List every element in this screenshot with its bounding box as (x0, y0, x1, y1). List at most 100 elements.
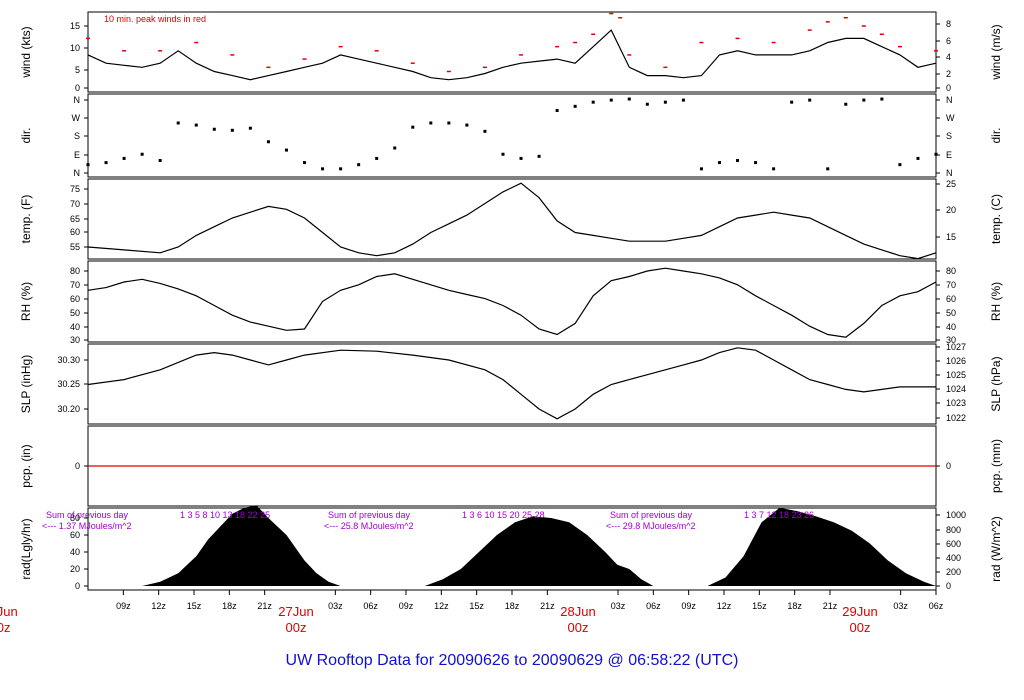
wind-series-line (629, 37, 937, 79)
dir-point (826, 167, 830, 171)
rad-area (424, 516, 654, 586)
wind-right-tick-label: 6 (946, 36, 951, 46)
rad-annotation-total: <--- 1.37 MJoules/m^2 (42, 521, 132, 531)
dir-left-tick-label: N (74, 168, 81, 178)
slp-left-tick-label: 30.30 (57, 355, 80, 365)
x-tick-label: 21z (540, 601, 555, 611)
dir-point (609, 98, 613, 102)
dir-point (717, 161, 721, 165)
dir-point (447, 121, 451, 125)
dir-left-tick-label: E (74, 150, 80, 160)
dir-point (627, 97, 631, 101)
dir-right-tick-label: E (946, 150, 952, 160)
temp-left-tick-label: 70 (70, 199, 80, 209)
dir-point (844, 102, 848, 106)
x-tick-label: 03z (611, 601, 626, 611)
wind-right-tick-label: 4 (946, 52, 951, 62)
dir-point (266, 140, 270, 144)
dir-point (357, 163, 361, 167)
rad-annotation-title: Sum of previous day (610, 510, 693, 520)
wind-series-line (304, 29, 630, 81)
rad-annotation-total: <--- 25.8 MJoules/m^2 (324, 521, 414, 531)
slp-ylabel: SLP (inHg) (19, 355, 33, 413)
pcp-ylabel: pcp. (in) (19, 444, 33, 487)
dir-point (916, 156, 920, 160)
rad-left-tick-label: 40 (70, 547, 80, 557)
x-tick-label: 18z (787, 601, 802, 611)
dir-point (754, 161, 758, 165)
dir-panel-frame (87, 93, 937, 178)
page-title: UW Rooftop Data for 20090626 to 20090629… (285, 652, 739, 669)
dir-left-tick-label: S (74, 131, 80, 141)
rad-right-tick-label: 0 (946, 581, 951, 591)
dir-point (321, 167, 325, 171)
rad-annotation-total: <--- 29.8 MJoules/m^2 (606, 521, 696, 531)
dir-point (537, 154, 541, 158)
dir-right-tick-label: S (946, 131, 952, 141)
dir-point (104, 161, 108, 165)
x-tick-label: 06z (646, 601, 661, 611)
rh-right-tick-label: 60 (946, 294, 956, 304)
temp-left-tick-label: 55 (70, 242, 80, 252)
dir-point (303, 161, 307, 165)
x-tick-label: 09z (116, 601, 131, 611)
wind-left-tick-label: 0 (75, 83, 80, 93)
wind-peak-note: 10 min. peak winds in red (104, 14, 206, 24)
rad-area (142, 505, 341, 586)
x-tick-label: 12z (434, 601, 449, 611)
rad-right-tick-label: 400 (946, 553, 961, 563)
pcp-left-tick-label: 0 (75, 461, 80, 471)
dir-right-tick-label: N (946, 95, 953, 105)
dir-point (339, 167, 343, 171)
dir-point (284, 148, 288, 152)
x-tick-label: 03z (893, 601, 908, 611)
dir-point (501, 152, 505, 156)
rad-left-tick-label: 20 (70, 564, 80, 574)
slp-right-tick-label: 1026 (946, 356, 966, 366)
rad-ylabel-right: rad (W/m^2) (989, 516, 1003, 582)
dir-point (736, 159, 740, 162)
x-tick-label: 21z (823, 601, 838, 611)
wind-series-line (87, 50, 305, 81)
slp-right-tick-label: 1022 (946, 413, 966, 423)
slp-right-tick-label: 1023 (946, 398, 966, 408)
rh-right-tick-label: 50 (946, 308, 956, 318)
rad-left-tick-label: 0 (75, 581, 80, 591)
x-tick-label: 15z (187, 601, 202, 611)
pcp-right-tick-label: 0 (946, 461, 951, 471)
date-label: 27Jun (278, 604, 313, 619)
rad-right-tick-label: 600 (946, 539, 961, 549)
temp-right-tick-label: 15 (946, 232, 956, 242)
wind-right-tick-label: 0 (946, 83, 951, 93)
dir-point (681, 98, 685, 102)
dir-point (591, 100, 595, 104)
dir-point (699, 167, 703, 171)
dir-point (122, 156, 126, 160)
dir-point (898, 163, 902, 167)
date-label: 29Jun (842, 604, 877, 619)
dir-point (808, 98, 812, 102)
rh-ylabel-right: RH (%) (989, 282, 1003, 321)
slp-right-tick-label: 1024 (946, 384, 966, 394)
dir-point (194, 123, 198, 127)
rad-area (707, 507, 936, 586)
wind-left-tick-label: 5 (75, 65, 80, 75)
rh-left-tick-label: 40 (70, 322, 80, 332)
slp-left-tick-label: 30.20 (57, 404, 80, 414)
rh-right-tick-label: 30 (946, 335, 956, 345)
dir-point (483, 129, 487, 133)
x-tick-label: 03z (328, 601, 343, 611)
slp-series-line (87, 347, 936, 420)
dir-point (790, 100, 794, 104)
dir-point (212, 127, 216, 131)
x-tick-label: 15z (469, 601, 484, 611)
temp-panel-frame (87, 178, 937, 260)
rad-right-tick-label: 200 (946, 567, 961, 577)
dir-point (140, 152, 144, 156)
rh-right-tick-label: 70 (946, 280, 956, 290)
x-tick-label: 18z (505, 601, 520, 611)
slp-ylabel-right: SLP (hPa) (989, 356, 1003, 411)
rh-left-tick-label: 80 (70, 266, 80, 276)
slp-right-tick-label: 1027 (946, 342, 966, 352)
